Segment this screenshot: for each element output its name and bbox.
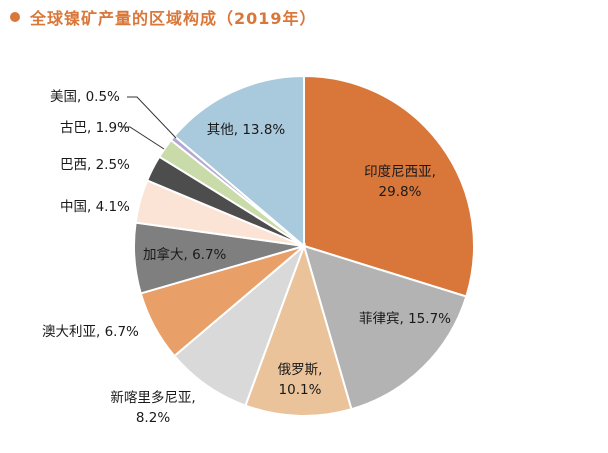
- slice-label-10: 其他, 13.8%: [207, 122, 286, 138]
- slice-labels: 印度尼西亚, 29.8% 菲律宾, 15.7% 俄罗斯, 10.1% 新喀里多尼亚, 8.2…: [42, 89, 451, 426]
- slice-label-4: 澳大利亚, 6.7%: [42, 324, 139, 340]
- pie-slice-10: [172, 74, 305, 249]
- slice-label-2: 俄罗斯, 10.1%: [278, 362, 323, 398]
- slice-label-3: 新喀里多尼亚, 8.2%: [110, 389, 195, 426]
- slice-label-0: 印度尼西亚, 29.8%: [364, 164, 436, 200]
- pie-slice-3: [172, 242, 307, 407]
- pie-slice-1: [302, 244, 468, 411]
- slice-label-8: 古巴, 1.9%: [60, 120, 130, 136]
- slice-label-1: 菲律宾, 15.7%: [359, 311, 451, 327]
- chart-title: 全球镍矿产量的区域构成（2019年）: [30, 9, 317, 28]
- slice-label-7: 巴西, 2.5%: [60, 157, 130, 173]
- title-bullet-icon: [10, 12, 20, 22]
- leader-line-9: [127, 96, 177, 139]
- slice-label-6: 中国, 4.1%: [60, 199, 130, 215]
- leader-lines: [120, 96, 177, 150]
- slice-label-9: 美国, 0.5%: [50, 89, 120, 105]
- pie-slice-2: [244, 242, 353, 417]
- chart-title-row: 全球镍矿产量的区域构成（2019年）: [10, 4, 317, 30]
- leader-line-8: [120, 126, 165, 150]
- pie-slice-0: [303, 74, 475, 298]
- slice-label-5: 加拿大, 6.7%: [143, 246, 227, 263]
